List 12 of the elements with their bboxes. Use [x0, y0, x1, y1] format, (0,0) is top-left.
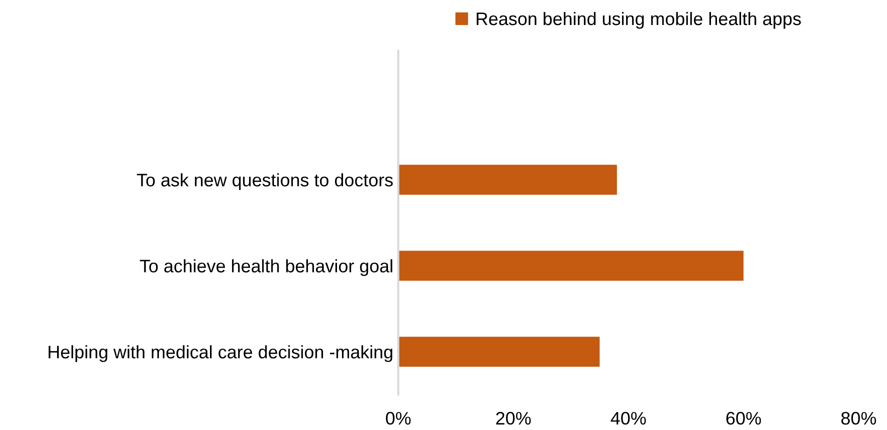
- x-tick-label: 20%: [496, 412, 531, 425]
- bar: [398, 250, 744, 281]
- y-tick-label: Helping with medical care decision -making: [48, 345, 392, 362]
- bar: [398, 336, 600, 367]
- x-tick-label: 40%: [610, 412, 646, 425]
- legend-label: Reason behind using mobile health apps: [476, 12, 801, 29]
- x-tick-label: 0%: [386, 412, 411, 425]
- x-tick-label: 80%: [841, 412, 876, 425]
- y-tick-label: To achieve health behavior goal: [140, 259, 392, 276]
- bar: [398, 164, 617, 195]
- x-tick-label: 60%: [726, 412, 761, 425]
- y-tick-label: To ask new questions to doctors: [136, 173, 393, 190]
